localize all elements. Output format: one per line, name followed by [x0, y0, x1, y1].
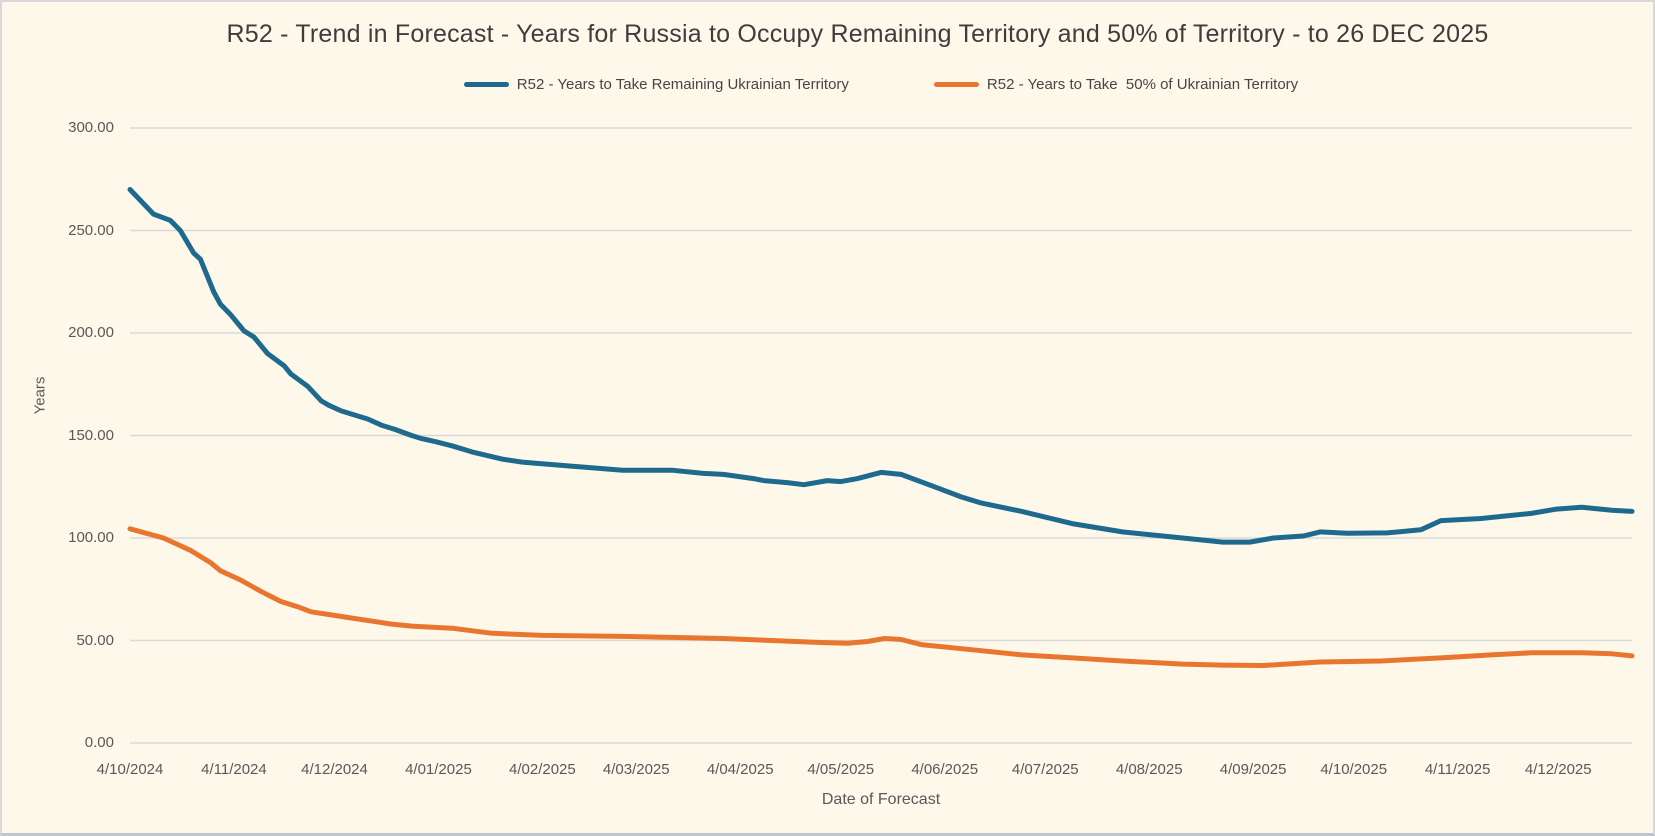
- legend-item-half-territory: R52 - Years to Take 50% of Ukrainian Ter…: [933, 76, 1299, 93]
- legend-label: R52 - Years to Take 50% of Ukrainian Ter…: [986, 76, 1299, 93]
- legend-label: R52 - Years to Take Remaining Ukrainian …: [516, 76, 849, 93]
- chart-title: R52 - Trend in Forecast - Years for Russ…: [226, 20, 1489, 48]
- y-tick-label: 200.00: [68, 324, 114, 341]
- x-tick-label: 4/11/2025: [1424, 761, 1491, 778]
- legend-line-swatch-orange: [933, 82, 979, 87]
- x-tick-label: 4/01/2025: [405, 761, 472, 778]
- legend-item-remaining-territory: R52 - Years to Take Remaining Ukrainian …: [463, 76, 849, 93]
- series-line-half-territory: [127, 526, 1635, 668]
- x-tick-label: 4/07/2025: [1011, 761, 1079, 778]
- legend: R52 - Years to Take Remaining Ukrainian …: [130, 76, 1632, 93]
- series-line-remaining-territory: [127, 187, 1635, 545]
- x-tick-label: 4/10/2024: [96, 761, 164, 778]
- y-tick-label: 50.00: [76, 631, 114, 649]
- x-tick-label: 4/03/2025: [602, 761, 670, 778]
- y-tick-label: 0.00: [84, 734, 114, 751]
- x-tick-label: 4/12/2025: [1524, 761, 1592, 778]
- y-tick-label: 300.00: [68, 119, 114, 136]
- x-axis-title: Date of Forecast: [821, 791, 941, 808]
- legend-line-swatch-blue: [463, 82, 509, 87]
- x-tick-label: 4/12/2024: [301, 761, 368, 778]
- x-tick-label: 4/04/2025: [706, 761, 774, 778]
- y-tick-label: 250.00: [68, 221, 114, 239]
- y-tick-label: 150.00: [68, 426, 114, 444]
- x-tick-label: 4/02/2025: [509, 761, 576, 778]
- y-tick-label: 100.00: [68, 529, 114, 546]
- x-tick-label: 4/05/2025: [807, 761, 875, 778]
- y-axis-title: Years: [31, 376, 49, 415]
- x-tick-label: 4/06/2025: [911, 761, 979, 778]
- x-tick-label: 4/11/2024: [201, 761, 267, 778]
- x-tick-label: 4/10/2025: [1320, 761, 1388, 778]
- x-tick-label: 4/09/2025: [1219, 761, 1287, 778]
- x-tick-label: 4/08/2025: [1115, 761, 1183, 778]
